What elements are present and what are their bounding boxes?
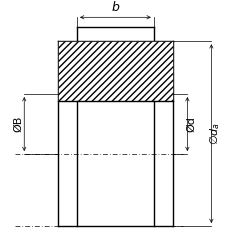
Bar bbox=[58, 41, 173, 101]
Text: $\emptyset d_a$: $\emptyset d_a$ bbox=[208, 122, 222, 145]
Text: Ød: Ød bbox=[186, 116, 196, 132]
Text: b: b bbox=[112, 1, 119, 14]
Text: ØB: ØB bbox=[13, 116, 23, 132]
